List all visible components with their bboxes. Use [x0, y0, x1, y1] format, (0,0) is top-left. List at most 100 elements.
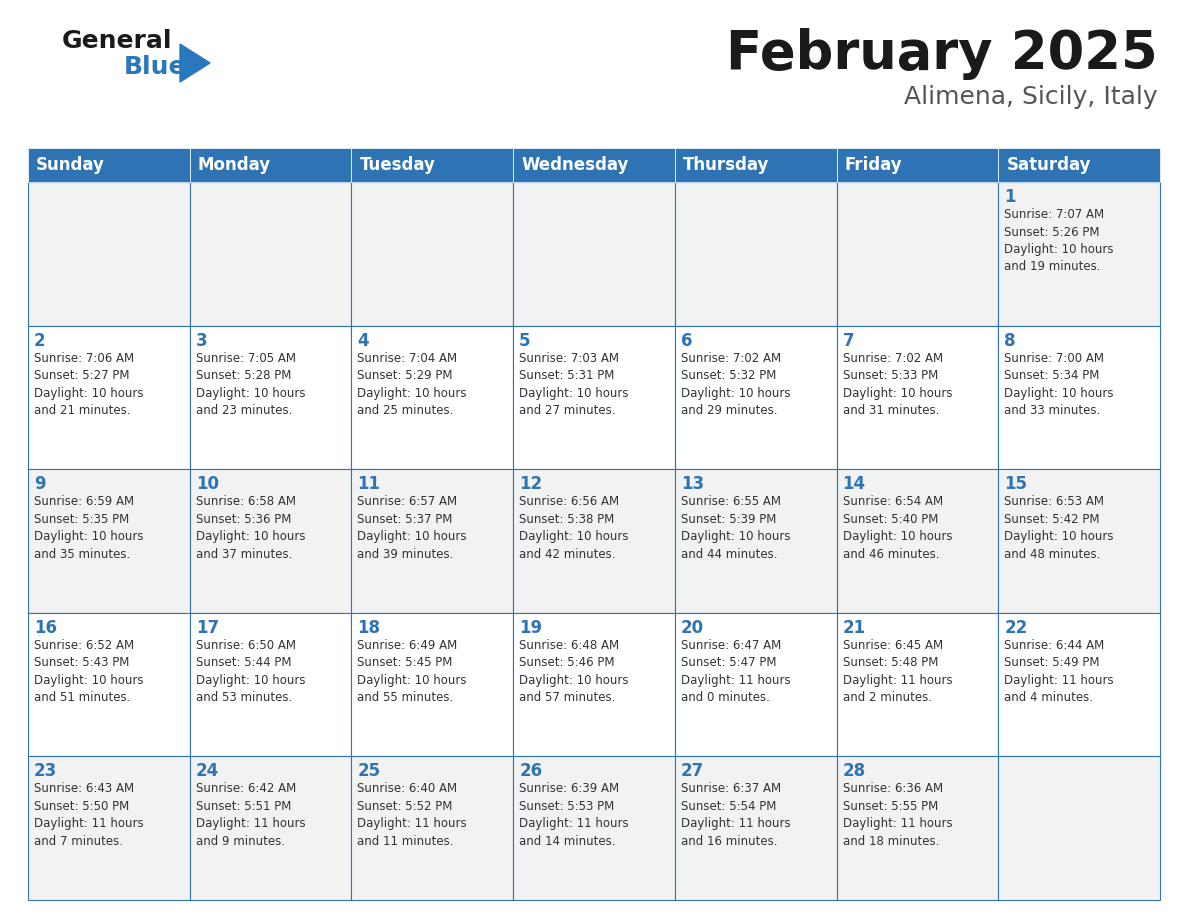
Bar	[513, 182, 675, 326]
Bar	[29, 148, 190, 182]
Bar	[675, 326, 836, 469]
Text: Friday: Friday	[845, 156, 902, 174]
Text: Alimena, Sicily, Italy: Alimena, Sicily, Italy	[904, 85, 1158, 109]
Text: 17: 17	[196, 619, 219, 637]
Text: 5: 5	[519, 331, 531, 350]
Text: Sunrise: 7:05 AM
Sunset: 5:28 PM
Daylight: 10 hours
and 23 minutes.: Sunrise: 7:05 AM Sunset: 5:28 PM Dayligh…	[196, 352, 305, 417]
Polygon shape	[181, 44, 210, 82]
Text: 25: 25	[358, 763, 380, 780]
Bar	[675, 148, 836, 182]
Bar	[190, 613, 352, 756]
Text: 12: 12	[519, 476, 542, 493]
Bar	[675, 469, 836, 613]
Text: Sunrise: 6:43 AM
Sunset: 5:50 PM
Daylight: 11 hours
and 7 minutes.: Sunrise: 6:43 AM Sunset: 5:50 PM Dayligh…	[34, 782, 144, 848]
Text: Sunrise: 6:52 AM
Sunset: 5:43 PM
Daylight: 10 hours
and 51 minutes.: Sunrise: 6:52 AM Sunset: 5:43 PM Dayligh…	[34, 639, 144, 704]
Bar	[352, 469, 513, 613]
Bar	[513, 613, 675, 756]
Bar	[998, 469, 1159, 613]
Bar	[190, 326, 352, 469]
Bar	[352, 326, 513, 469]
Text: Sunrise: 6:36 AM
Sunset: 5:55 PM
Daylight: 11 hours
and 18 minutes.: Sunrise: 6:36 AM Sunset: 5:55 PM Dayligh…	[842, 782, 953, 848]
Text: Sunrise: 6:54 AM
Sunset: 5:40 PM
Daylight: 10 hours
and 46 minutes.: Sunrise: 6:54 AM Sunset: 5:40 PM Dayligh…	[842, 495, 952, 561]
Text: 10: 10	[196, 476, 219, 493]
Text: Thursday: Thursday	[683, 156, 770, 174]
Bar	[190, 148, 352, 182]
Text: Sunrise: 7:06 AM
Sunset: 5:27 PM
Daylight: 10 hours
and 21 minutes.: Sunrise: 7:06 AM Sunset: 5:27 PM Dayligh…	[34, 352, 144, 417]
Text: 18: 18	[358, 619, 380, 637]
Text: Sunrise: 6:45 AM
Sunset: 5:48 PM
Daylight: 11 hours
and 2 minutes.: Sunrise: 6:45 AM Sunset: 5:48 PM Dayligh…	[842, 639, 953, 704]
Text: 9: 9	[34, 476, 45, 493]
Bar	[352, 182, 513, 326]
Text: Sunrise: 6:59 AM
Sunset: 5:35 PM
Daylight: 10 hours
and 35 minutes.: Sunrise: 6:59 AM Sunset: 5:35 PM Dayligh…	[34, 495, 144, 561]
Text: 24: 24	[196, 763, 219, 780]
Bar	[998, 756, 1159, 900]
Text: Sunrise: 7:07 AM
Sunset: 5:26 PM
Daylight: 10 hours
and 19 minutes.: Sunrise: 7:07 AM Sunset: 5:26 PM Dayligh…	[1004, 208, 1114, 274]
Text: Sunrise: 6:48 AM
Sunset: 5:46 PM
Daylight: 10 hours
and 57 minutes.: Sunrise: 6:48 AM Sunset: 5:46 PM Dayligh…	[519, 639, 628, 704]
Text: Sunrise: 7:04 AM
Sunset: 5:29 PM
Daylight: 10 hours
and 25 minutes.: Sunrise: 7:04 AM Sunset: 5:29 PM Dayligh…	[358, 352, 467, 417]
Text: Sunrise: 6:57 AM
Sunset: 5:37 PM
Daylight: 10 hours
and 39 minutes.: Sunrise: 6:57 AM Sunset: 5:37 PM Dayligh…	[358, 495, 467, 561]
Text: Saturday: Saturday	[1006, 156, 1091, 174]
Bar	[513, 469, 675, 613]
Bar	[29, 469, 190, 613]
Text: 7: 7	[842, 331, 854, 350]
Bar	[998, 326, 1159, 469]
Text: Sunday: Sunday	[36, 156, 105, 174]
Text: 11: 11	[358, 476, 380, 493]
Text: Sunrise: 6:53 AM
Sunset: 5:42 PM
Daylight: 10 hours
and 48 minutes.: Sunrise: 6:53 AM Sunset: 5:42 PM Dayligh…	[1004, 495, 1114, 561]
Text: 21: 21	[842, 619, 866, 637]
Text: 2: 2	[34, 331, 45, 350]
Text: 22: 22	[1004, 619, 1028, 637]
Bar	[513, 326, 675, 469]
Bar	[836, 326, 998, 469]
Text: Wednesday: Wednesday	[522, 156, 628, 174]
Bar	[513, 148, 675, 182]
Text: Sunrise: 7:02 AM
Sunset: 5:32 PM
Daylight: 10 hours
and 29 minutes.: Sunrise: 7:02 AM Sunset: 5:32 PM Dayligh…	[681, 352, 790, 417]
Text: 14: 14	[842, 476, 866, 493]
Text: Monday: Monday	[197, 156, 271, 174]
Text: 16: 16	[34, 619, 57, 637]
Text: Sunrise: 6:58 AM
Sunset: 5:36 PM
Daylight: 10 hours
and 37 minutes.: Sunrise: 6:58 AM Sunset: 5:36 PM Dayligh…	[196, 495, 305, 561]
Text: 20: 20	[681, 619, 704, 637]
Bar	[29, 756, 190, 900]
Text: Sunrise: 6:42 AM
Sunset: 5:51 PM
Daylight: 11 hours
and 9 minutes.: Sunrise: 6:42 AM Sunset: 5:51 PM Dayligh…	[196, 782, 305, 848]
Text: Blue: Blue	[124, 55, 187, 79]
Text: 4: 4	[358, 331, 369, 350]
Bar	[675, 182, 836, 326]
Bar	[190, 756, 352, 900]
Text: Sunrise: 6:40 AM
Sunset: 5:52 PM
Daylight: 11 hours
and 11 minutes.: Sunrise: 6:40 AM Sunset: 5:52 PM Dayligh…	[358, 782, 467, 848]
Bar	[352, 756, 513, 900]
Bar	[675, 613, 836, 756]
Text: 13: 13	[681, 476, 704, 493]
Bar	[836, 613, 998, 756]
Bar	[352, 148, 513, 182]
Text: 23: 23	[34, 763, 57, 780]
Bar	[998, 613, 1159, 756]
Bar	[29, 326, 190, 469]
Text: 26: 26	[519, 763, 542, 780]
Text: 19: 19	[519, 619, 542, 637]
Bar	[29, 182, 190, 326]
Text: General: General	[62, 29, 172, 53]
Bar	[836, 182, 998, 326]
Bar	[998, 182, 1159, 326]
Bar	[513, 756, 675, 900]
Text: Sunrise: 6:44 AM
Sunset: 5:49 PM
Daylight: 11 hours
and 4 minutes.: Sunrise: 6:44 AM Sunset: 5:49 PM Dayligh…	[1004, 639, 1114, 704]
Bar	[29, 613, 190, 756]
Text: Sunrise: 6:47 AM
Sunset: 5:47 PM
Daylight: 11 hours
and 0 minutes.: Sunrise: 6:47 AM Sunset: 5:47 PM Dayligh…	[681, 639, 790, 704]
Bar	[836, 148, 998, 182]
Text: Sunrise: 6:50 AM
Sunset: 5:44 PM
Daylight: 10 hours
and 53 minutes.: Sunrise: 6:50 AM Sunset: 5:44 PM Dayligh…	[196, 639, 305, 704]
Text: 6: 6	[681, 331, 693, 350]
Text: Sunrise: 7:00 AM
Sunset: 5:34 PM
Daylight: 10 hours
and 33 minutes.: Sunrise: 7:00 AM Sunset: 5:34 PM Dayligh…	[1004, 352, 1114, 417]
Text: Sunrise: 6:56 AM
Sunset: 5:38 PM
Daylight: 10 hours
and 42 minutes.: Sunrise: 6:56 AM Sunset: 5:38 PM Dayligh…	[519, 495, 628, 561]
Text: Sunrise: 6:55 AM
Sunset: 5:39 PM
Daylight: 10 hours
and 44 minutes.: Sunrise: 6:55 AM Sunset: 5:39 PM Dayligh…	[681, 495, 790, 561]
Bar	[190, 182, 352, 326]
Text: 3: 3	[196, 331, 208, 350]
Text: February 2025: February 2025	[726, 28, 1158, 80]
Text: 28: 28	[842, 763, 866, 780]
Bar	[190, 469, 352, 613]
Text: 15: 15	[1004, 476, 1028, 493]
Text: 8: 8	[1004, 331, 1016, 350]
Text: Sunrise: 7:02 AM
Sunset: 5:33 PM
Daylight: 10 hours
and 31 minutes.: Sunrise: 7:02 AM Sunset: 5:33 PM Dayligh…	[842, 352, 952, 417]
Text: Sunrise: 6:37 AM
Sunset: 5:54 PM
Daylight: 11 hours
and 16 minutes.: Sunrise: 6:37 AM Sunset: 5:54 PM Dayligh…	[681, 782, 790, 848]
Bar	[352, 613, 513, 756]
